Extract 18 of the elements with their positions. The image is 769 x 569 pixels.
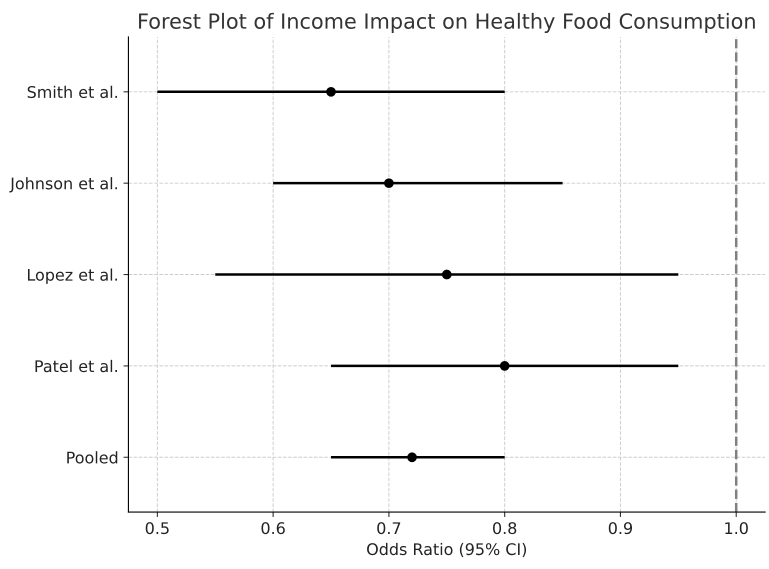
chart-title: Forest Plot of Income Impact on Healthy Food Consumption — [139, 12, 755, 33]
point — [326, 86, 336, 97]
point — [384, 178, 394, 188]
point — [500, 361, 510, 371]
x-tick-label: 1.0 — [725, 522, 748, 534]
x-axis-title: Odds Ratio (95% CI) — [367, 542, 526, 558]
point — [442, 270, 452, 280]
x-tick-label: 0.5 — [146, 522, 169, 534]
x-tick-label: 0.8 — [493, 522, 516, 534]
y-tick-label: Smith et al. — [28, 86, 117, 98]
y-tick-label: Patel et al. — [36, 360, 117, 372]
y-tick-label: Lopez et al. — [28, 268, 117, 284]
y-tick-label: Johnson et al. — [9, 177, 117, 192]
point — [407, 452, 417, 462]
x-tick-label: 0.9 — [608, 522, 632, 534]
x-tick-label: 0.7 — [377, 522, 400, 534]
x-tick-label: 0.6 — [261, 522, 285, 534]
y-tick-label: Pooled — [67, 451, 118, 464]
